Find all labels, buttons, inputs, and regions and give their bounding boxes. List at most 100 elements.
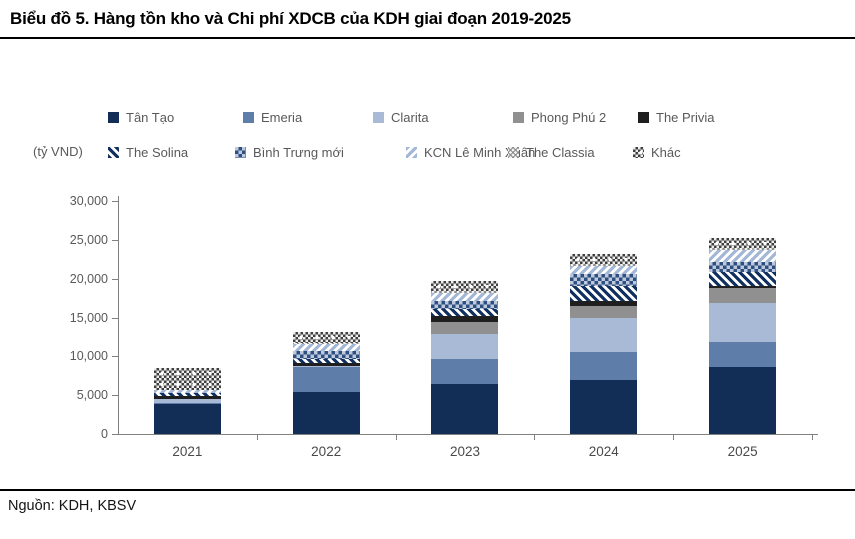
legend-item-kcn-le-minh-xuan: KCN Lê Minh Xuân [406,144,535,160]
bar-segment-the-privia [153,395,221,400]
legend-swatch-tan-tao [108,111,119,123]
legend-item-the-privia: The Privia [638,109,715,125]
stacked-bar-2025 [709,238,777,434]
x-tick-label-2022: 2022 [311,444,342,459]
y-tick-label: 25,000 [69,232,108,247]
bar-cell-2022 [257,201,396,434]
footer-divider [0,489,855,491]
bar-segment-kcn-le-minh-xuan [709,249,777,262]
legend-label-the-privia: The Privia [656,109,715,125]
x-tick-label-2025: 2025 [727,444,758,459]
bar-segment-the-privia [570,300,638,306]
y-tick-label: 0 [101,427,108,441]
legend-item-khac: Khác [633,144,681,160]
y-tick [112,239,118,241]
y-tick [112,201,118,202]
legend-label-khac: Khác [651,144,681,160]
bar-segment-khac [292,331,360,344]
legend-swatch-the-solina [108,146,119,158]
legend-swatch-emeria [243,111,254,123]
x-axis-labels: 2021 2022 2023 2024 2025 [118,444,812,459]
bar-segment-the-solina [153,393,221,396]
legend-label-the-classia: The Classia [526,144,595,160]
x-tick [395,435,397,440]
bar-segment-tan-tao [153,403,221,434]
y-tick-label: 10,000 [69,349,108,364]
bar-segment-clarita [709,302,777,342]
bar-segment-the-classia [709,247,777,250]
y-tick [112,395,118,397]
bar-cell-2024 [534,201,673,434]
bar-cell-2021 [118,201,257,434]
bar-segment-clarita [153,399,221,403]
legend-label-tan-tao: Tân Tạo [126,109,175,125]
legend-swatch-clarita [373,111,384,123]
bar-segment-binh-trung-moi [570,274,638,287]
legend-swatch-phong-phu-2 [513,111,524,123]
y-tick-label: 5,000 [76,388,108,403]
bar-segment-emeria [570,352,638,381]
bar-segment-phong-phu-2 [709,288,777,303]
bar-segment-tan-tao [709,367,777,434]
legend-swatch-kcn-le-minh-xuan [406,146,417,158]
bar-segment-kcn-le-minh-xuan [431,292,499,301]
x-tick-label-2024: 2024 [588,444,619,459]
x-tick [673,435,675,440]
bar-segment-emeria [153,402,221,404]
bar-segment-the-classia [431,291,499,293]
y-axis-line [118,196,119,435]
bar-segment-khac [153,368,221,391]
bar-segment-tan-tao [292,392,360,434]
title-divider [0,37,855,39]
stacked-bar-2022 [292,331,360,434]
y-tick [112,317,118,319]
x-tick-label-2023: 2023 [449,444,481,459]
legend-label-emeria: Emeria [261,109,303,125]
bar-segment-the-solina [570,286,638,301]
y-axis-unit-label: (tỷ VND) [33,144,83,159]
legend-item-binh-trung-moi: Bình Trưng mới [235,144,344,160]
bar-segment-emeria [709,341,777,368]
legend-swatch-binh-trung-moi [235,146,246,158]
chart-title: Biểu đồ 5. Hàng tồn kho và Chi phí XDCB … [10,9,571,28]
x-tick [256,435,258,440]
bar-segment-the-solina [431,309,499,316]
bar-segment-emeria [292,367,360,393]
bar-segment-khac [570,253,638,264]
bar-segment-tan-tao [570,380,638,434]
bar-segment-kcn-le-minh-xuan [292,344,360,351]
bar-segment-binh-trung-moi [292,350,360,360]
bar-segment-phong-phu-2 [570,305,638,318]
legend-label-the-solina: The Solina [126,144,189,160]
stacked-bar-2021 [153,368,221,434]
stacked-bar-2023 [431,281,499,434]
legend-label-binh-trung-moi: Bình Trưng mới [253,144,344,160]
legend-item-phong-phu-2: Phong Phú 2 [513,109,606,125]
y-tick [112,356,118,358]
bar-segment-emeria [431,358,499,384]
y-tick-label: 20,000 [69,271,108,286]
x-tick [812,435,813,440]
bar-segment-khac [709,238,777,248]
legend-label-phong-phu-2: Phong Phú 2 [531,109,607,125]
bar-segment-phong-phu-2 [431,322,499,334]
legend-item-clarita: Clarita [373,109,429,125]
legend-swatch-the-privia [638,111,649,123]
x-axis-line [112,434,818,435]
bar-segment-kcn-le-minh-xuan [570,266,638,275]
y-tick [112,278,118,280]
legend-item-the-classia: The Classia [508,144,595,160]
bar-segment-the-privia [709,286,777,289]
legend-swatch-the-classia [508,146,519,158]
source-note: Nguồn: KDH, KBSV [8,498,137,514]
legend-label-kcn-le-minh-xuan: KCN Lê Minh Xuân [424,144,536,160]
legend-swatch-khac [633,146,644,158]
y-tick-label: 15,000 [69,310,108,325]
bar-segment-the-classia [292,343,360,345]
y-tick [112,434,118,435]
bar-segment-the-solina [292,359,360,363]
legend-item-the-solina: The Solina [108,144,188,160]
bar-segment-binh-trung-moi [431,300,499,310]
bar-segment-clarita [431,333,499,359]
